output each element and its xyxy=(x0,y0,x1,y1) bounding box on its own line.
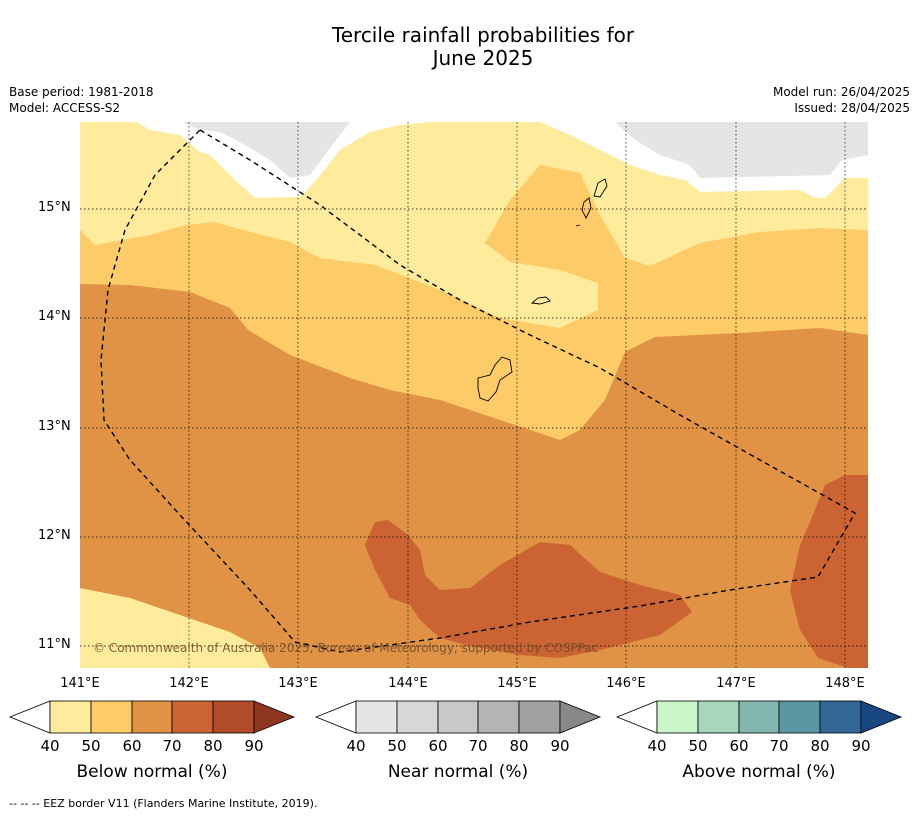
graticule xyxy=(80,122,868,668)
meta-right: Model run: 26/04/2025 Issued: 28/04/2025 xyxy=(773,84,910,116)
lon-label-147: 147°E xyxy=(716,676,756,691)
island-outlines xyxy=(477,178,608,402)
below-tick-70: 70 xyxy=(162,737,182,755)
near-tick-50: 50 xyxy=(387,737,407,755)
below-normal-title: Below normal (%) xyxy=(76,762,228,782)
island-rota xyxy=(530,296,551,305)
above-tick-70: 70 xyxy=(769,737,789,755)
above-tick-60: 60 xyxy=(729,737,749,755)
model-run: Model run: 26/04/2025 xyxy=(772,85,910,99)
lon-label-143: 143°E xyxy=(278,676,318,691)
masked-gap-1 xyxy=(136,122,430,198)
below-tick-80: 80 xyxy=(203,737,223,755)
below-40-50-region-bottom xyxy=(80,588,270,668)
island-tinian xyxy=(581,197,592,220)
colorbar-near xyxy=(314,700,602,734)
near-tick-80: 80 xyxy=(509,737,529,755)
issued-date: Issued: 28/04/2025 xyxy=(794,101,910,115)
map-title: Tercile rainfall probabilities for June … xyxy=(0,24,919,70)
island-aguijan xyxy=(575,224,581,227)
near-tick-40: 40 xyxy=(346,737,366,755)
lon-label-148: 148°E xyxy=(825,676,865,691)
lon-label-141: 141°E xyxy=(60,676,100,691)
island-guam xyxy=(477,356,513,402)
title-line-1: Tercile rainfall probabilities for xyxy=(331,23,635,47)
lon-label-142: 142°E xyxy=(169,676,209,691)
lat-label-14: 14°N xyxy=(38,309,71,324)
below-tick-90: 90 xyxy=(244,737,264,755)
meta-left: Base period: 1981-2018 Model: ACCESS-S2 xyxy=(9,84,154,116)
lat-label-15: 15°N xyxy=(38,200,71,215)
base-period: Base period: 1981-2018 xyxy=(9,85,154,99)
colorbar-above xyxy=(615,700,903,734)
eez-border xyxy=(100,129,856,653)
near-40-50-region-2 xyxy=(615,122,868,178)
near-tick-90: 90 xyxy=(550,737,570,755)
lon-label-144: 144°E xyxy=(388,676,428,691)
above-normal-title: Above normal (%) xyxy=(682,762,836,782)
near-tick-70: 70 xyxy=(468,737,488,755)
title-line-2: June 2025 xyxy=(432,46,534,70)
below-tick-50: 50 xyxy=(81,737,101,755)
lon-label-146: 146°E xyxy=(606,676,646,691)
lat-label-11: 11°N xyxy=(38,637,71,652)
lat-label-13: 13°N xyxy=(38,419,71,434)
map-area xyxy=(80,122,868,668)
below-tick-60: 60 xyxy=(122,737,142,755)
above-tick-50: 50 xyxy=(688,737,708,755)
above-tick-40: 40 xyxy=(647,737,667,755)
near-40-50-region-1 xyxy=(182,122,350,178)
model-name: Model: ACCESS-S2 xyxy=(9,101,121,115)
above-tick-80: 80 xyxy=(810,737,830,755)
masked-gap-2 xyxy=(540,122,868,198)
eez-footnote: -- -- -- EEZ border V11 (Flanders Marine… xyxy=(9,797,318,810)
near-normal-title: Near normal (%) xyxy=(387,762,529,782)
below-70-80-region-east xyxy=(790,475,868,668)
colorbar-below xyxy=(8,700,296,734)
below-70-80-region-south xyxy=(365,520,692,658)
lon-label-145: 145°E xyxy=(497,676,537,691)
above-tick-90: 90 xyxy=(851,737,871,755)
island-saipan xyxy=(593,178,608,198)
lat-label-12: 12°N xyxy=(38,528,71,543)
near-tick-60: 60 xyxy=(428,737,448,755)
below-tick-40: 40 xyxy=(40,737,60,755)
copyright-notice: © Commonwealth of Australia 2025, Bureau… xyxy=(93,641,599,655)
